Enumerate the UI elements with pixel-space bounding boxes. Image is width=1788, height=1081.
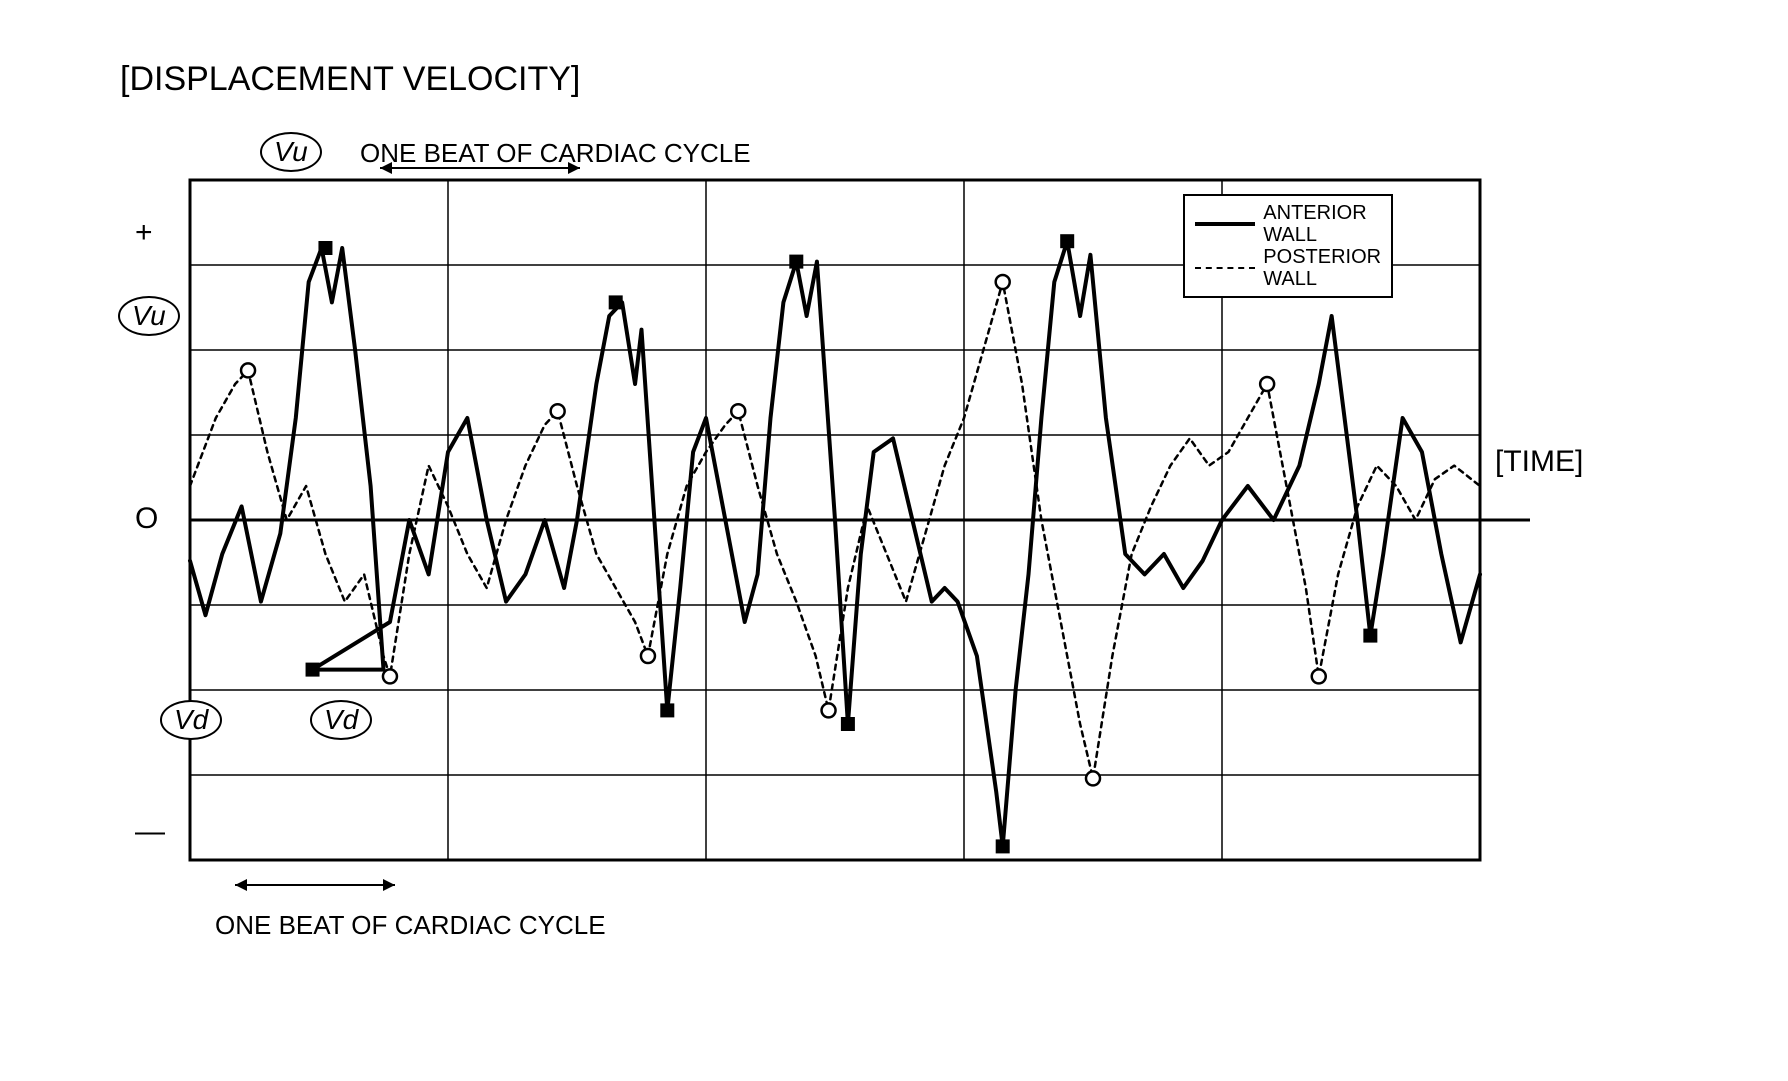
y-tick-label: +	[135, 216, 153, 250]
y-tick-label: —	[135, 815, 165, 849]
chart-svg	[40, 40, 1740, 1040]
callout-bubble: Vd	[310, 700, 372, 740]
legend-label: POSTERIOR WALL	[1263, 246, 1381, 290]
legend: ANTERIOR WALLPOSTERIOR WALL	[1183, 194, 1393, 298]
legend-item: ANTERIOR WALL	[1195, 202, 1381, 246]
callout-bubble: Vd	[160, 700, 222, 740]
legend-swatch	[1195, 222, 1255, 226]
callout-bubble: Vu	[260, 132, 322, 172]
legend-swatch	[1195, 267, 1255, 269]
callout-bubble: Vu	[118, 296, 180, 336]
cycle-label: ONE BEAT OF CARDIAC CYCLE	[215, 910, 606, 941]
legend-item: POSTERIOR WALL	[1195, 246, 1381, 290]
legend-label: ANTERIOR WALL	[1263, 202, 1366, 246]
y-tick-label: O	[135, 502, 158, 536]
chart-container: [DISPLACEMENT VELOCITY] [TIME] +O— ANTER…	[40, 40, 1740, 1040]
cycle-label: ONE BEAT OF CARDIAC CYCLE	[360, 138, 751, 169]
